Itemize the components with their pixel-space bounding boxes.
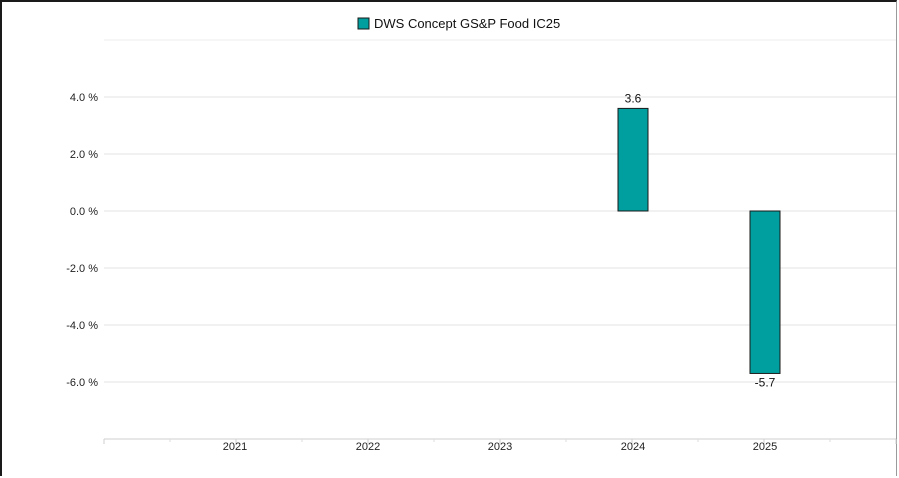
- x-tick-label: 2024: [621, 441, 645, 453]
- y-tick-label: 4.0 %: [70, 92, 98, 104]
- bars: [617, 107, 781, 374]
- bar-2024: [617, 107, 649, 212]
- x-tick-label: 2025: [753, 441, 777, 453]
- legend: DWS Concept GS&P Food IC25: [357, 16, 560, 31]
- y-tick-label: -2.0 %: [66, 263, 98, 275]
- data-labels: 3.6 -5.7: [625, 91, 776, 389]
- x-axis: 2021 2022 2023 2024 2025: [103, 438, 897, 453]
- bar-2025: [749, 210, 781, 374]
- gridlines: [104, 39, 896, 383]
- x-tick-label: 2022: [356, 441, 380, 453]
- x-tick-label: 2023: [488, 441, 512, 453]
- data-label-2024: 3.6: [625, 91, 642, 105]
- data-label-2025: -5.7: [755, 375, 776, 389]
- y-tick-label: 2.0 %: [70, 149, 98, 161]
- y-tick-label: -4.0 %: [66, 320, 98, 332]
- y-axis: 4.0 % 2.0 % 0.0 % -2.0 % -4.0 % -6.0 %: [66, 92, 98, 389]
- x-tick-label: 2021: [223, 441, 247, 453]
- legend-swatch: [357, 17, 370, 30]
- legend-label: DWS Concept GS&P Food IC25: [374, 16, 560, 31]
- y-tick-label: -6.0 %: [66, 377, 98, 389]
- y-tick-label: 0.0 %: [70, 206, 98, 218]
